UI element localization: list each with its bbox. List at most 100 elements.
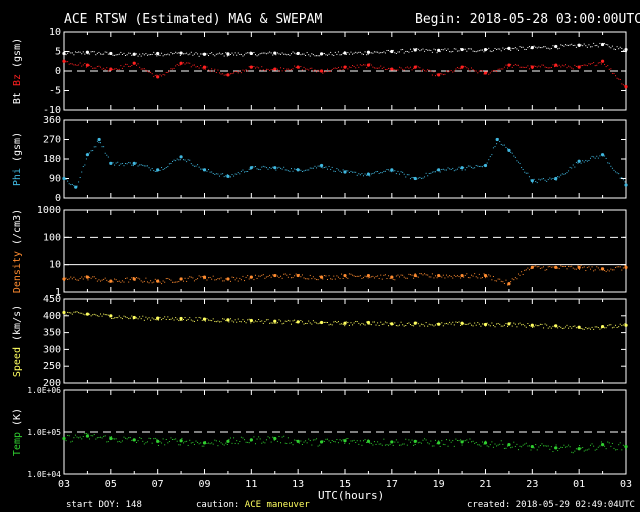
scatter-dot-0-1-33: [115, 68, 117, 70]
point-0-0-1: [85, 50, 90, 54]
scatter-dot-1-0-137: [278, 166, 280, 168]
scatter-dot-0-0-54: [148, 54, 150, 56]
scatter-dot-0-1-84: [195, 66, 197, 68]
scatter-dot-1-0-204: [383, 170, 385, 172]
scatter-dot-0-0-12: [82, 51, 84, 53]
point-4-0-1: [85, 434, 90, 438]
scatter-dot-4-0-58: [154, 437, 156, 439]
scatter-dot-0-0-343: [600, 44, 602, 46]
scatter-dot-3-0-235: [431, 324, 433, 326]
point-4-0-20: [530, 444, 534, 449]
scatter-dot-0-0-205: [384, 52, 386, 54]
scatter-dot-3-0-127: [262, 322, 264, 324]
scatter-dot-4-0-119: [250, 440, 252, 442]
scatter-dot-0-0-235: [431, 51, 433, 53]
scatter-dot-0-1-24: [101, 68, 103, 70]
scatter-dot-0-1-150: [298, 67, 300, 69]
scatter-dot-4-0-262: [474, 442, 476, 444]
scatter-dot-2-0-314: [555, 267, 557, 269]
scatter-dot-0-1-334: [586, 65, 588, 67]
scatter-dot-0-1-227: [419, 67, 421, 69]
scatter-dot-0-1-170: [330, 70, 332, 72]
scatter-dot-4-0-12: [82, 436, 84, 438]
scatter-dot-2-0-316: [558, 268, 560, 270]
point-2-0-24: [624, 265, 628, 269]
scatter-dot-3-0-105: [228, 321, 230, 323]
scatter-dot-2-0-165: [322, 278, 324, 280]
scatter-dot-0-1-315: [557, 65, 559, 67]
scatter-dot-0-0-290: [517, 49, 519, 51]
scatter-dot-4-0-280: [502, 443, 504, 445]
scatter-dot-2-0-211: [394, 279, 396, 281]
scatter-dot-0-1-350: [611, 72, 613, 74]
scatter-dot-2-0-202: [380, 274, 382, 276]
scatter-dot-4-0-91: [206, 442, 208, 444]
scatter-dot-3-0-336: [589, 328, 591, 330]
scatter-dot-4-0-10: [79, 436, 81, 438]
scatter-dot-0-1-181: [347, 68, 349, 70]
scatter-dot-0-1-180: [345, 65, 347, 67]
ytick-label-3-1: 250: [43, 361, 61, 372]
scatter-dot-0-0-36: [120, 51, 122, 53]
scatter-dot-0-0-219: [406, 50, 408, 52]
scatter-dot-3-0-121: [253, 321, 255, 323]
scatter-dot-3-0-134: [273, 322, 275, 324]
scatter-dot-2-0-292: [521, 271, 523, 273]
scatter-dot-4-0-116: [245, 441, 247, 443]
scatter-dot-2-0-167: [325, 275, 327, 277]
scatter-dot-3-0-90: [204, 320, 206, 322]
scatter-dot-3-0-75: [181, 320, 183, 322]
scatter-dot-1-0-330: [580, 162, 582, 164]
scatter-dot-0-1-288: [514, 63, 516, 65]
scatter-dot-2-0-186: [355, 275, 357, 277]
scatter-dot-0-1-79: [187, 62, 189, 64]
scatter-dot-1-0-261: [472, 167, 474, 169]
scatter-dot-4-0-320: [564, 446, 566, 448]
scatter-dot-4-0-294: [524, 443, 526, 445]
scatter-dot-3-0-104: [226, 320, 228, 322]
scatter-dot-3-0-227: [419, 325, 421, 327]
scatter-dot-0-0-100: [220, 53, 222, 55]
scatter-dot-4-0-197: [372, 444, 374, 446]
scatter-dot-2-0-180: [345, 277, 347, 279]
point-2-0-14: [390, 275, 394, 279]
scatter-dot-4-0-139: [281, 436, 283, 438]
scatter-dot-3-0-93: [209, 319, 211, 321]
point-4-0-7: [226, 439, 230, 443]
scatter-dot-4-0-192: [364, 439, 366, 441]
xtick-label-0: 03: [58, 479, 70, 490]
scatter-dot-0-0-312: [552, 45, 554, 47]
scatter-dot-0-1-183: [350, 66, 352, 68]
scatter-dot-0-0-203: [381, 52, 383, 54]
scatter-dot-4-0-103: [225, 442, 227, 444]
scatter-dot-4-0-201: [378, 443, 380, 445]
scatter-dot-1-0-210: [392, 170, 394, 172]
scatter-dot-1-0-147: [294, 168, 296, 170]
scatter-dot-1-0-39: [125, 162, 127, 164]
scatter-dot-2-0-173: [334, 278, 336, 280]
scatter-dot-3-0-87: [200, 317, 202, 319]
scatter-dot-4-0-227: [419, 441, 421, 443]
scatter-dot-1-0-163: [319, 165, 321, 167]
scatter-dot-1-0-228: [420, 177, 422, 179]
scatter-dot-0-1-124: [258, 67, 260, 69]
scatter-dot-0-0-115: [244, 54, 246, 56]
scatter-dot-2-0-214: [399, 276, 401, 278]
scatter-dot-4-0-299: [532, 445, 534, 447]
scatter-dot-2-0-121: [253, 279, 255, 281]
scatter-dot-0-1-206: [386, 69, 388, 71]
scatter-dot-3-0-323: [569, 326, 571, 328]
scatter-dot-0-1-290: [517, 64, 519, 66]
scatter-dot-4-0-308: [546, 445, 548, 447]
scatter-dot-0-0-93: [209, 53, 211, 55]
scatter-dot-3-0-43: [131, 315, 133, 317]
scatter-dot-3-0-344: [602, 326, 604, 328]
scatter-dot-0-1-222: [411, 69, 413, 71]
scatter-dot-4-0-348: [608, 442, 610, 444]
scatter-dot-2-0-254: [461, 275, 463, 277]
scatter-dot-2-0-132: [270, 276, 272, 278]
scatter-dot-1-0-211: [394, 170, 396, 172]
scatter-dot-3-0-278: [499, 323, 501, 325]
scatter-dot-0-0-27: [106, 51, 108, 53]
